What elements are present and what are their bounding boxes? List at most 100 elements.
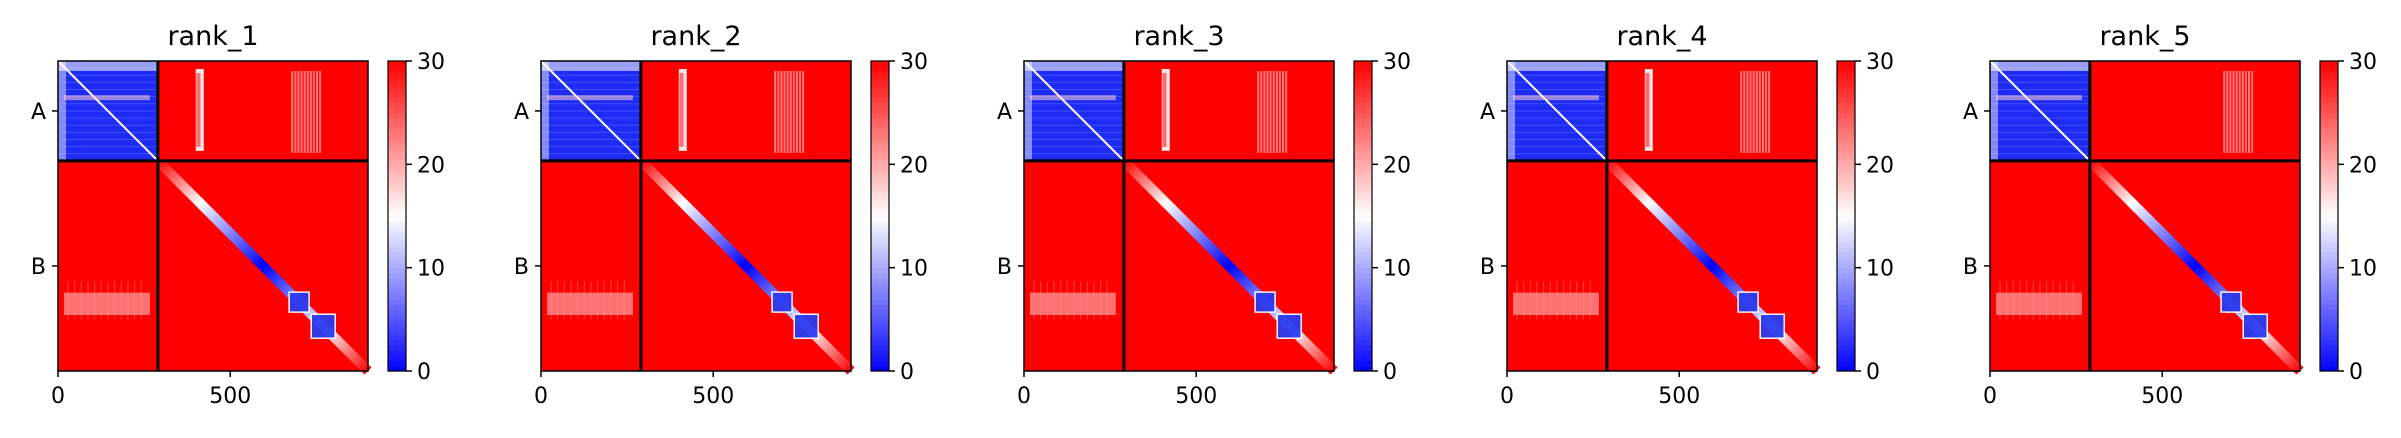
panel-title: rank_5 — [2099, 21, 2190, 52]
colorbar-segment — [388, 66, 406, 72]
colorbar-tick-label: 30 — [900, 50, 928, 75]
a-b-wide-band — [1257, 71, 1288, 153]
heatmap-frame — [1989, 60, 2301, 372]
chain-a-block — [540, 60, 642, 162]
colorbar-segment — [2320, 190, 2338, 196]
colorbar-segment — [1837, 61, 1855, 67]
colorbar-segment — [388, 148, 406, 155]
colorbar-segment — [871, 86, 889, 93]
colorbar-segment — [388, 169, 406, 176]
colorbar-segment — [388, 61, 406, 67]
colorbar-segment — [1354, 128, 1372, 134]
chain-b-domain-2 — [1759, 313, 1785, 339]
colorbar-segment — [2320, 355, 2338, 362]
colorbar-segment — [388, 221, 406, 227]
colorbar-segment — [2320, 185, 2338, 191]
colorbar-segment — [1354, 309, 1372, 315]
colorbar-segment — [1837, 350, 1855, 357]
b-a-streak — [64, 303, 150, 315]
colorbar-segment — [2320, 272, 2338, 279]
colorbar-tick-label: 0 — [1383, 360, 1397, 385]
colorbar-segment — [2320, 267, 2338, 274]
b-a-streaks — [1030, 95, 1116, 320]
b-a-streak — [1996, 303, 2082, 315]
colorbar-segment — [871, 185, 889, 191]
colorbar-segment — [1354, 314, 1372, 320]
colorbar-segment — [871, 226, 889, 233]
a-b-bands — [1644, 69, 1653, 151]
colorbar-segment — [1354, 324, 1372, 331]
colorbar-segment — [2320, 164, 2338, 171]
a-b-bands — [1161, 69, 1170, 151]
colorbar-segment — [1837, 133, 1855, 140]
y-tick-label: A — [31, 100, 46, 125]
colorbar-segment — [1354, 179, 1372, 186]
colorbar-segment — [1837, 288, 1855, 295]
colorbar-segment — [388, 76, 406, 83]
colorbar-segment — [388, 252, 406, 258]
colorbar-segment — [388, 102, 406, 109]
chain-a-diagonal — [1989, 60, 2091, 162]
colorbar-segment — [871, 236, 889, 243]
chain-a-block — [1506, 60, 1608, 162]
colorbar-segment — [388, 360, 406, 367]
colorbar-segment — [1354, 345, 1372, 351]
colorbar-segment — [1837, 205, 1855, 212]
colorbar-segment — [871, 107, 889, 114]
b-a-streaks — [1513, 95, 1599, 320]
colorbar-segment — [871, 133, 889, 140]
colorbar-segment — [2320, 360, 2338, 367]
colorbar-segment — [1354, 61, 1372, 67]
colorbar-segment — [2320, 117, 2338, 124]
panel-title: rank_4 — [1616, 21, 1707, 52]
colorbar-segment — [1354, 174, 1372, 181]
colorbar-segment — [871, 164, 889, 171]
colorbar-segment — [2320, 324, 2338, 331]
a-b-wide-band — [2223, 71, 2254, 153]
colorbar-segment — [1837, 298, 1855, 305]
x-tick-label: 0 — [1983, 384, 1997, 409]
colorbar-segment — [388, 92, 406, 98]
y-tick-label: A — [1480, 100, 1495, 125]
chain-a-left-band — [58, 61, 66, 161]
colorbar-segment — [2320, 179, 2338, 186]
colorbar-segment — [2320, 112, 2338, 119]
colorbar-segment — [1354, 303, 1372, 310]
colorbar-frame — [1353, 60, 1373, 372]
colorbar-segment — [871, 272, 889, 279]
colorbar-segment — [2320, 92, 2338, 98]
chain-b-domain-2 — [793, 313, 819, 339]
colorbar-segment — [1354, 205, 1372, 212]
colorbar-segment — [1354, 154, 1372, 160]
colorbar-segment — [388, 365, 406, 372]
colorbar-segment — [871, 267, 889, 274]
colorbar-segment — [1354, 138, 1372, 145]
chain-a-diagonal — [1023, 60, 1125, 162]
colorbar-segment — [2320, 221, 2338, 227]
y-tick-label: B — [997, 255, 1012, 280]
colorbar-segment — [2320, 340, 2338, 346]
colorbar-segment — [871, 340, 889, 346]
colorbar-segment — [871, 257, 889, 264]
colorbar-segment — [871, 303, 889, 310]
colorbar-segment — [1837, 221, 1855, 227]
colorbar-segment — [2320, 303, 2338, 310]
colorbar-segment — [1837, 241, 1855, 248]
colorbar-segment — [2320, 210, 2338, 217]
colorbar-segment — [388, 190, 406, 196]
panel-title: rank_3 — [1133, 21, 1224, 52]
colorbar-segment — [388, 112, 406, 119]
a-b-wide-band — [774, 71, 805, 153]
colorbar-segment — [388, 86, 406, 93]
colorbar-segment — [871, 241, 889, 248]
colorbar-segment — [2320, 97, 2338, 103]
colorbar-segment — [2320, 278, 2338, 284]
colorbar-segment — [388, 107, 406, 114]
colorbar-segment — [2320, 200, 2338, 207]
colorbar-segment — [388, 97, 406, 103]
colorbar-tick-label: 30 — [417, 50, 445, 75]
colorbar-segment — [1354, 133, 1372, 140]
colorbar-segment — [1837, 148, 1855, 155]
x-tick-label: 0 — [534, 384, 548, 409]
colorbar-segment — [1837, 365, 1855, 372]
